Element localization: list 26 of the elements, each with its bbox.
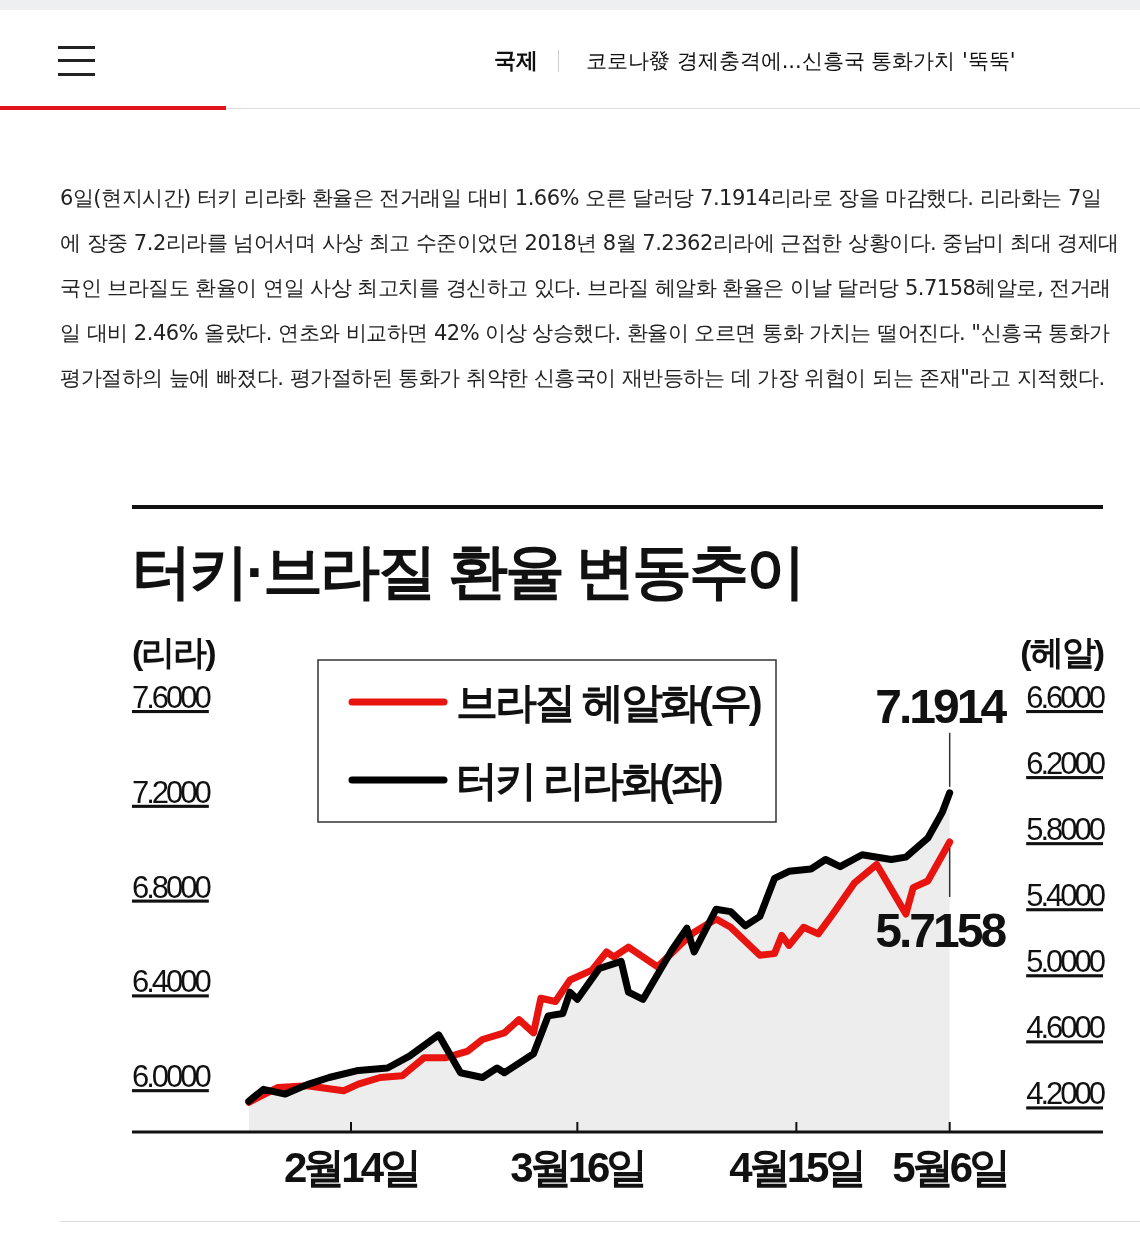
data-label: 5.7158: [875, 904, 1007, 958]
text: 6일(현지시간) 터키 리라화 환율은 전거래일 대비 1.66% 오른 달러당 7.1914리라로 장을 마감했다. 리라화는 7일에 장중 7.2리라를 넘어서며 사상 최고 수준이었던 2018년 8월 7.2362리라에 근접한 상황이다. 중남미 최대 경제대국인 브라질도 환율이 연일 사상 최고치를 경신하고 있다. 브라질 헤알화 환율은 이날 달러당 5.7158헤알로, 전거래일 대비 2.46% 올랐다. 연초와 비교하면 42% 이상 상승했다. 환율이 오르면 통화 가치는 떨어진다. "신흥국 통화가 평가절하의 늪에 빠졌다. 평가절하된 통화가 취약한 신흥국이 재반등하는 데 가장 위협이 되는 존재"라고 지적했다.: [60, 185, 1120, 392]
y-tick-label: 6.4000: [132, 964, 212, 1000]
chart-title: 터키·브라질 환율 변동추이: [132, 538, 804, 605]
text: 코로나發 경제충격에...신흥국 통화가치 '뚝뚝': [586, 48, 1016, 75]
x-tick-label: 5월6일: [892, 1144, 1008, 1191]
legend-label: 터키 리라화(좌): [456, 757, 722, 804]
x-tick-label: 2월14일: [283, 1144, 419, 1191]
y-tick-label: 7.2000: [132, 774, 212, 810]
y-tick-label: 6.8000: [132, 869, 212, 905]
y-tick-label: 6.0000: [132, 1059, 212, 1095]
y2-tick-label: 4.6000: [1026, 1010, 1106, 1046]
x-tick-label: 3월16일: [510, 1144, 645, 1191]
y2-tick-label: 6.2000: [1026, 746, 1106, 782]
y2-tick-label: 6.6000: [1026, 680, 1106, 715]
text: 국제: [494, 47, 538, 75]
y-axis-title: (리라): [132, 633, 216, 671]
x-tick-label: 4월15일: [729, 1144, 864, 1191]
y2-tick-label: 4.2000: [1026, 1076, 1106, 1112]
legend-label: 브라질 헤알화(우): [456, 679, 761, 726]
y2-tick-label: 5.8000: [1026, 812, 1106, 848]
y2-axis-title: (헤알): [1020, 633, 1104, 671]
y2-tick-label: 5.4000: [1026, 878, 1106, 914]
y-tick-label: 7.6000: [132, 680, 212, 715]
data-label: 7.1914: [875, 679, 1008, 733]
y2-tick-label: 5.0000: [1026, 944, 1106, 980]
